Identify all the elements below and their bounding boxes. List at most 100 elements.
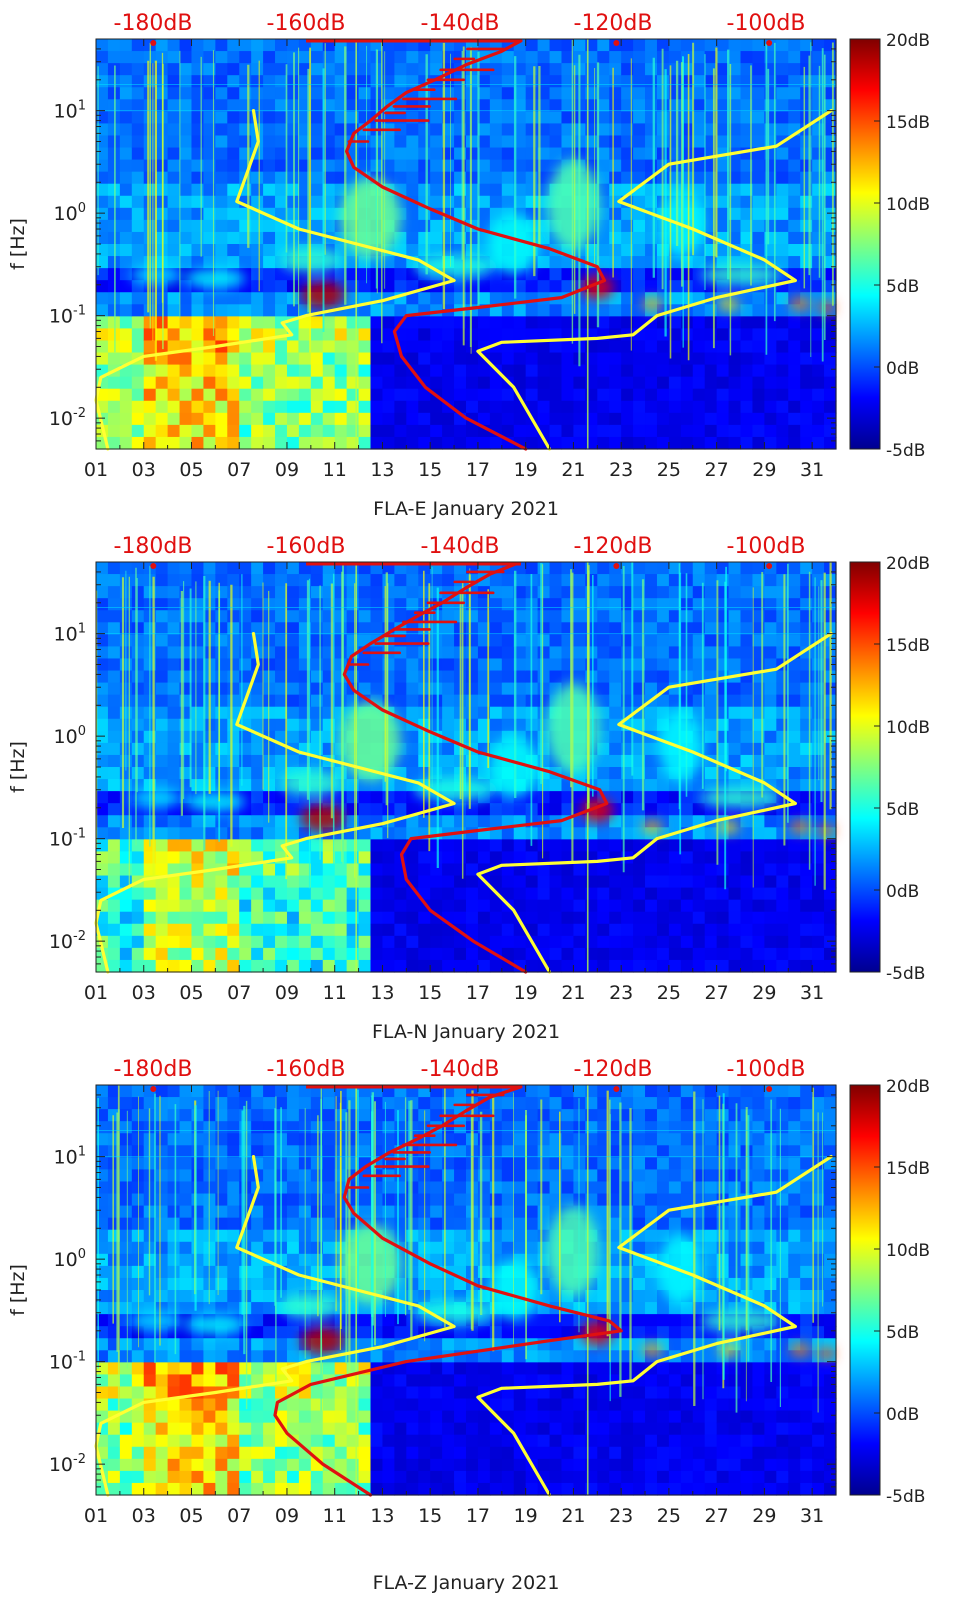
heatmap-cell — [633, 231, 646, 245]
heatmap-cell — [716, 911, 730, 925]
heatmap-cell — [275, 424, 288, 438]
x-tick-label: 15 — [418, 982, 442, 1004]
heatmap-cell — [633, 424, 646, 438]
heatmap-cell — [334, 586, 348, 599]
heatmap-cell — [645, 244, 658, 257]
heatmap-cell — [537, 658, 551, 672]
heatmap-cell — [442, 622, 455, 635]
heatmap-cell — [692, 436, 706, 450]
heatmap-cell — [275, 352, 288, 366]
heatmap-cell — [310, 851, 324, 865]
heatmap-cell — [370, 899, 384, 913]
heatmap-cell — [322, 424, 336, 438]
heatmap-cell — [740, 947, 754, 961]
heatmap-cell — [131, 75, 145, 88]
heatmap-cell — [310, 574, 324, 587]
heatmap-cell — [239, 935, 252, 949]
heatmap-cell — [263, 694, 276, 708]
heatmap-cell — [645, 923, 658, 937]
heatmap-cell — [728, 911, 742, 925]
heatmap-cell — [728, 39, 742, 52]
heatmap-cell — [334, 364, 348, 378]
colorbar-tick-label: 0dB — [886, 359, 919, 379]
heatmap-cell — [167, 231, 181, 245]
heatmap-cell — [263, 280, 276, 293]
heatmap-energy-blob — [818, 824, 835, 837]
heatmap-cell — [454, 292, 467, 305]
heatmap-cell — [298, 424, 312, 438]
heatmap-cell — [119, 256, 133, 269]
heatmap-cell — [370, 574, 384, 587]
heatmap-cell — [131, 911, 145, 925]
heatmap-cell — [275, 947, 288, 961]
heatmap-cell — [489, 634, 503, 648]
heatmap-cell — [215, 935, 228, 949]
heatmap-cell — [752, 412, 765, 426]
heatmap-cell — [728, 376, 742, 390]
heatmap-cell — [394, 51, 407, 64]
heatmap-cell — [155, 911, 169, 925]
heatmap-cell — [812, 123, 825, 137]
heatmap-cell — [812, 328, 825, 342]
heatmap-cell — [167, 376, 181, 390]
heatmap-cell — [561, 39, 575, 52]
heatmap-cell — [764, 923, 777, 937]
heatmap-cell — [728, 364, 742, 378]
heatmap-cell — [800, 574, 813, 587]
heatmap-cell — [418, 388, 431, 402]
heatmap-cell — [549, 863, 563, 877]
heatmap-cell — [501, 646, 515, 660]
heatmap-cell — [537, 135, 551, 149]
heatmap-cell — [477, 754, 491, 768]
heatmap-cell — [824, 87, 837, 100]
heatmap-cell — [227, 304, 240, 317]
heatmap-cell — [442, 658, 455, 672]
heatmap-cell — [645, 256, 658, 269]
heatmap-cell — [704, 827, 718, 840]
heatmap-cell — [310, 87, 324, 100]
heatmap-cell — [96, 207, 109, 221]
heatmap-cell — [131, 1422, 145, 1436]
heatmap-cell — [143, 1362, 157, 1376]
heatmap-cell — [680, 256, 694, 269]
heatmap-cell — [788, 219, 801, 233]
heatmap-cell — [776, 839, 789, 853]
heatmap-cell — [477, 815, 491, 828]
heatmap-cell — [239, 754, 252, 768]
heatmap-cell — [286, 875, 300, 889]
heatmap-cell — [549, 280, 563, 293]
heatmap-cell — [275, 207, 288, 221]
heatmap-cell — [131, 899, 145, 913]
heatmap-cell — [525, 947, 539, 961]
heatmap-cell — [322, 959, 336, 973]
heatmap-cell — [346, 99, 360, 112]
heatmap-cell — [191, 911, 205, 925]
colorbar-gradient — [849, 561, 881, 973]
heatmap-cell — [513, 195, 527, 209]
heatmap-cell — [155, 1193, 169, 1207]
heatmap-cell — [656, 694, 670, 708]
heatmap-cell — [191, 171, 205, 185]
heatmap-cell — [227, 947, 240, 961]
heatmap-cell — [131, 183, 145, 197]
heatmap-cell — [275, 754, 288, 768]
heatmap-cell — [286, 574, 300, 587]
heatmap-cell — [692, 75, 706, 88]
heatmap-cell — [251, 87, 264, 100]
heatmap-cell — [728, 935, 742, 949]
heatmap-cell — [322, 219, 336, 233]
heatmap-cell — [525, 328, 539, 342]
heatmap-cell — [370, 586, 384, 599]
heatmap-cell — [609, 742, 622, 756]
heatmap-cell — [645, 352, 658, 366]
heatmap-cell — [513, 646, 527, 660]
heatmap-cell — [418, 111, 431, 125]
heatmap-cell — [561, 51, 575, 64]
heatmap-cell — [597, 658, 610, 672]
heatmap-cell — [597, 244, 610, 257]
heatmap-cell — [239, 646, 252, 660]
heatmap-cell — [609, 268, 622, 281]
heatmap-cell — [466, 316, 479, 330]
heatmap-cell — [752, 159, 765, 173]
heatmap-cell — [346, 424, 360, 438]
